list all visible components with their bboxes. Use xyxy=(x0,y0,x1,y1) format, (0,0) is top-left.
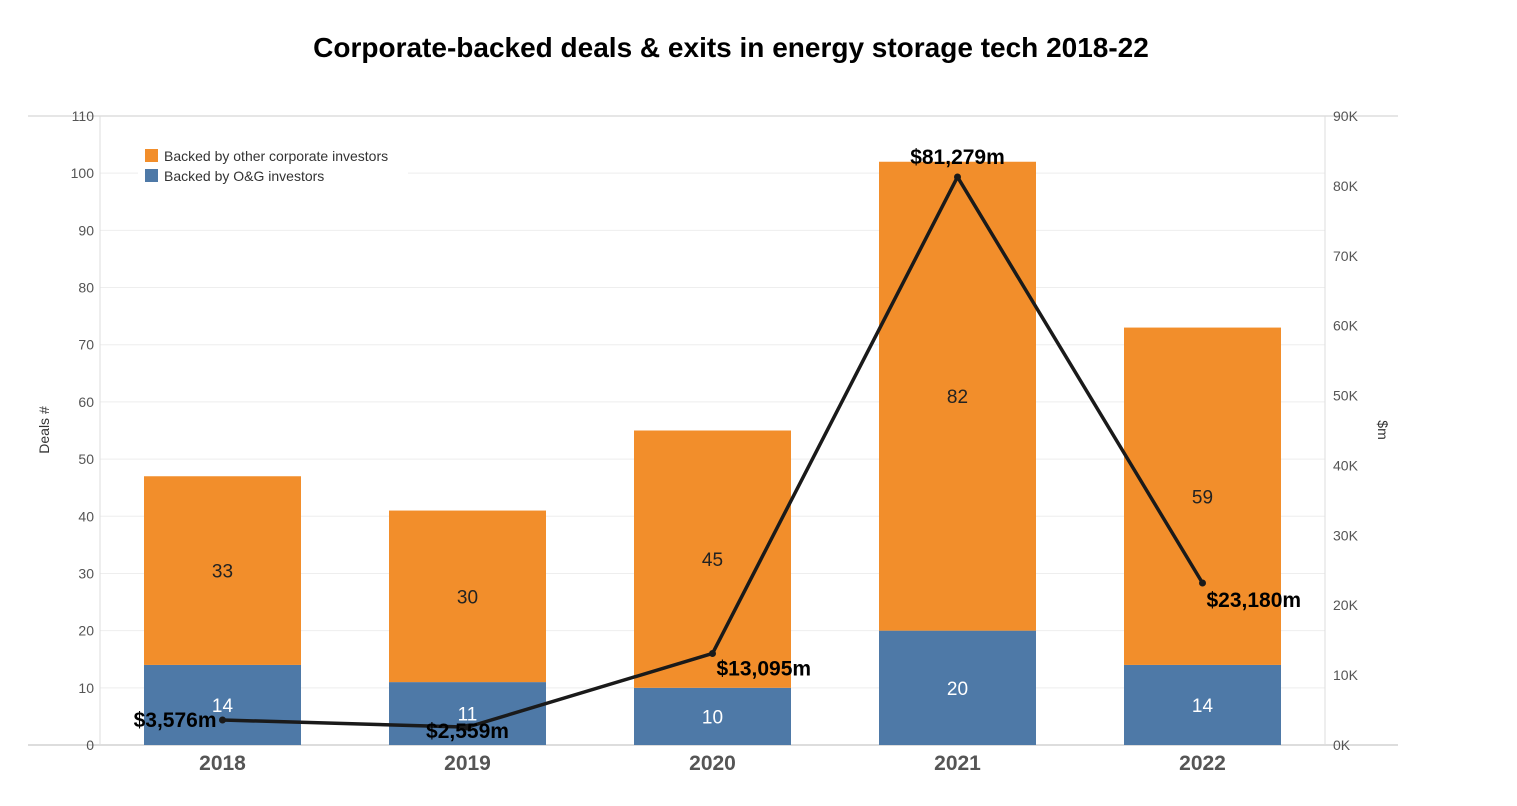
y-axis-left-title: Deals # xyxy=(36,406,52,454)
bar-og-2020 xyxy=(634,687,791,745)
x-tick-label-2019: 2019 xyxy=(444,752,491,775)
value-label-2018: $3,576m xyxy=(134,709,217,732)
x-tick-label-2021: 2021 xyxy=(934,752,981,775)
bar-label-og-2021: 20 xyxy=(947,679,968,700)
y-right-tick-label-10K: 10K xyxy=(1333,667,1359,683)
bars: 14 33 11 30 10 45 20 82 14 59 xyxy=(144,161,1281,745)
y-right-tick-label-80K: 80K xyxy=(1333,178,1359,194)
bar-og-2019 xyxy=(389,682,546,745)
y-right-tick-label-90K: 90K xyxy=(1333,108,1359,124)
y-right-tick-label-30K: 30K xyxy=(1333,527,1359,543)
value-label-2021: $81,279m xyxy=(910,146,1005,169)
y-left-tick-label-60: 60 xyxy=(78,394,94,410)
bar-og-2021 xyxy=(879,630,1036,745)
bar-label-other-corporate-2020: 45 xyxy=(702,550,723,571)
chart-title: Corporate-backed deals & exits in energy… xyxy=(313,32,1149,63)
x-tick-label-2018: 2018 xyxy=(199,752,246,775)
value-point-2020 xyxy=(709,649,716,657)
value-point-2022 xyxy=(1199,579,1206,587)
y-left-tick-label-50: 50 xyxy=(78,451,94,467)
y-right-tick-label-50K: 50K xyxy=(1333,388,1359,404)
y-left-tick-label-90: 90 xyxy=(78,222,94,238)
y-left-tick-label-40: 40 xyxy=(78,508,94,524)
bar-label-og-2018: 14 xyxy=(212,696,234,717)
value-point-2019 xyxy=(464,723,471,731)
value-label-2020: $13,095m xyxy=(717,657,812,680)
y-left-tick-label-20: 20 xyxy=(78,623,94,639)
x-tick-label-2022: 2022 xyxy=(1179,752,1226,775)
y-left-tick-label-70: 70 xyxy=(78,337,94,353)
bar-label-og-2019: 11 xyxy=(458,705,478,726)
y-left-tick-label-80: 80 xyxy=(78,280,94,296)
legend: Backed by other corporate investors Back… xyxy=(138,142,408,188)
legend-label-og: Backed by O&G investors xyxy=(164,168,324,184)
value-point-2018 xyxy=(219,716,226,724)
bar-og-2022 xyxy=(1124,664,1281,745)
legend-swatch-other-corporate xyxy=(145,149,158,162)
legend-background xyxy=(138,142,408,188)
value-line: $3,576m $2,559m $13,095m $81,279m $23,180m xyxy=(134,146,1302,743)
bar-other-corporate-2019 xyxy=(389,510,546,683)
y-right-tick-label-40K: 40K xyxy=(1333,457,1359,473)
y-left-tick-label-10: 10 xyxy=(78,680,94,696)
bar-label-other-corporate-2022: 59 xyxy=(1192,487,1213,508)
y-left-tick-label-110: 110 xyxy=(72,108,95,124)
bar-og-2018 xyxy=(144,664,301,745)
y-right-tick-label-20K: 20K xyxy=(1333,597,1359,613)
value-point-2021 xyxy=(954,173,961,181)
y-right-tick-label-70K: 70K xyxy=(1333,248,1359,264)
y-right-tick-label-0K: 0K xyxy=(1333,737,1351,753)
legend-label-other-corporate: Backed by other corporate investors xyxy=(164,148,388,164)
bar-other-corporate-2021 xyxy=(879,161,1036,631)
bar-other-corporate-2020 xyxy=(634,430,791,688)
bar-label-other-corporate-2018: 33 xyxy=(212,562,233,583)
bar-label-og-2022: 14 xyxy=(1192,696,1214,717)
bar-other-corporate-2018 xyxy=(144,476,301,665)
bar-label-og-2020: 10 xyxy=(702,707,723,728)
y-right-tick-label-60K: 60K xyxy=(1333,318,1359,334)
x-tick-label-2020: 2020 xyxy=(689,752,736,775)
bar-label-other-corporate-2021: 82 xyxy=(947,387,968,408)
y-left-tick-label-100: 100 xyxy=(71,165,95,181)
y-left-tick-label-30: 30 xyxy=(78,565,94,581)
y-left-tick-label-0: 0 xyxy=(86,737,94,753)
y-axis-right-title: $m xyxy=(1375,420,1391,439)
bar-label-other-corporate-2019: 30 xyxy=(457,587,478,608)
value-label-2022: $23,180m xyxy=(1207,589,1302,612)
value-label-2019: $2,559m xyxy=(426,720,509,743)
legend-swatch-og xyxy=(145,169,158,182)
